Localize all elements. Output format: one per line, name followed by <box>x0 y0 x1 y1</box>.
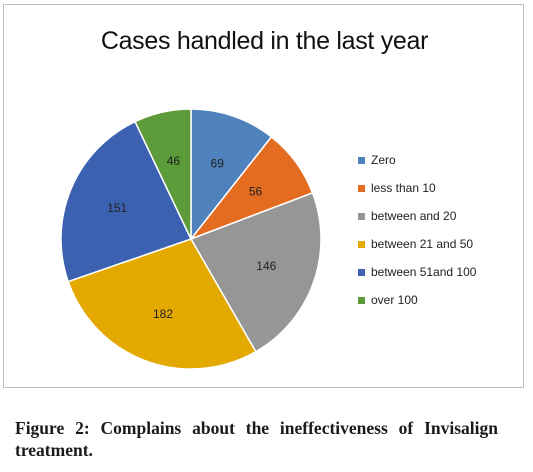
slice-data-label: 46 <box>167 154 181 168</box>
pie-slice <box>134 108 192 240</box>
figure-caption: Figure 2: Complains about the ineffectiv… <box>15 418 498 460</box>
legend-swatch <box>358 241 365 248</box>
legend-label: over 100 <box>371 293 418 307</box>
pie-slice <box>67 238 257 370</box>
legend-swatch <box>358 157 365 164</box>
legend-label: less than 10 <box>371 181 436 195</box>
legend-swatch <box>358 185 365 192</box>
pie-slice <box>60 120 193 283</box>
legend-swatch <box>358 269 365 276</box>
pie-slice <box>190 108 273 242</box>
pie-slice <box>189 191 322 353</box>
slice-data-label: 182 <box>153 307 173 321</box>
legend-swatch <box>358 297 365 304</box>
chart-frame: Cases handled in the last year 69 56 146 18… <box>3 4 524 388</box>
legend-swatch <box>358 213 365 220</box>
slice-data-label: 69 <box>211 156 225 170</box>
slice-data-label: 151 <box>107 201 127 215</box>
legend-label: between and 20 <box>371 209 457 223</box>
slice-data-label: 146 <box>256 259 276 273</box>
legend-label: between 21 and 50 <box>371 237 474 251</box>
legend-label: between 51and 100 <box>371 265 477 279</box>
slice-data-label: 56 <box>249 185 263 199</box>
legend-label: Zero <box>371 153 396 167</box>
pie-chart: 69 56 146 182 151 46 <box>60 108 322 370</box>
chart-title: Cases handled in the last year <box>100 27 429 55</box>
